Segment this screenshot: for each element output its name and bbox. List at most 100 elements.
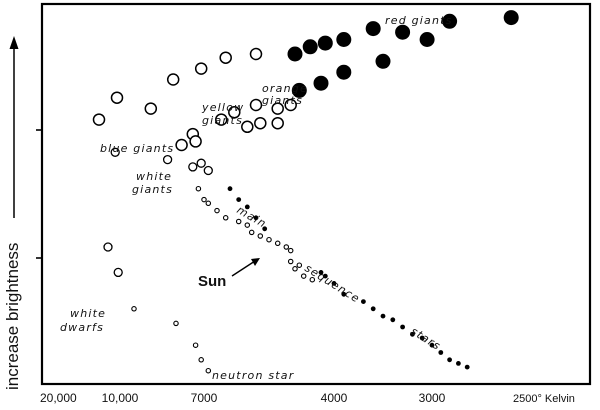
star-point bbox=[253, 215, 259, 221]
label-stars: stars bbox=[408, 325, 443, 354]
star-point bbox=[92, 113, 106, 126]
label-red-giants: red giants bbox=[385, 14, 453, 27]
star-point bbox=[203, 165, 213, 176]
star-point bbox=[262, 226, 268, 232]
star-point bbox=[257, 233, 264, 239]
label-yellow: yellow bbox=[201, 101, 244, 114]
y-axis-label: increase brightness bbox=[3, 243, 22, 390]
star-point bbox=[244, 204, 250, 210]
star-point bbox=[219, 51, 232, 64]
star-point bbox=[336, 64, 352, 80]
star-point bbox=[341, 291, 347, 297]
star-point bbox=[235, 218, 242, 225]
star-point bbox=[189, 135, 202, 148]
star-point bbox=[144, 102, 158, 115]
label-neutron-star: neutron star bbox=[212, 369, 295, 382]
star-point bbox=[166, 73, 180, 86]
x-tick-label: 10,000 bbox=[102, 391, 139, 405]
star-point bbox=[390, 317, 396, 323]
label-main: main bbox=[235, 203, 269, 230]
star-point bbox=[248, 229, 255, 236]
star-point bbox=[201, 196, 207, 203]
star-point bbox=[228, 106, 241, 119]
star-point bbox=[429, 342, 435, 348]
star-point bbox=[196, 158, 206, 168]
star-point bbox=[400, 324, 405, 330]
star-point bbox=[291, 82, 307, 98]
star-point bbox=[254, 116, 267, 130]
star-point bbox=[287, 258, 294, 265]
star-point bbox=[361, 299, 366, 304]
star-point bbox=[162, 154, 173, 165]
star-point bbox=[227, 186, 233, 192]
label-sequence: sequence bbox=[302, 262, 362, 306]
star-point bbox=[131, 306, 137, 312]
star-point bbox=[236, 197, 242, 203]
star-point bbox=[317, 35, 333, 51]
star-point bbox=[241, 120, 254, 134]
star-point bbox=[249, 47, 263, 61]
star-point bbox=[318, 270, 324, 275]
star-point bbox=[205, 367, 212, 374]
label-blue-giants: blue giants bbox=[100, 142, 174, 155]
star-point bbox=[287, 247, 294, 254]
star-point bbox=[244, 222, 251, 228]
star-point bbox=[194, 62, 208, 75]
star-point bbox=[292, 266, 298, 272]
star-point bbox=[300, 273, 307, 279]
star-point bbox=[313, 75, 329, 91]
y-axis-arrow bbox=[9, 36, 19, 218]
star-point bbox=[438, 350, 444, 355]
plot-frame bbox=[40, 2, 592, 386]
label-yellow-giants: giants bbox=[202, 114, 243, 127]
star-point bbox=[380, 313, 386, 319]
star-point bbox=[287, 46, 303, 62]
star-point bbox=[395, 24, 411, 40]
x-tick-label: 4000 bbox=[321, 391, 348, 405]
star-point bbox=[322, 273, 328, 279]
star-point bbox=[302, 39, 318, 55]
star-point bbox=[284, 98, 297, 112]
label-white: white bbox=[136, 170, 172, 183]
star-point bbox=[175, 138, 188, 152]
star-point bbox=[447, 357, 452, 363]
x-tick-label: 7000 bbox=[191, 391, 218, 405]
x-tick-label: 20,000 bbox=[40, 391, 77, 405]
star-point bbox=[283, 244, 290, 250]
data-marks bbox=[92, 10, 519, 374]
star-point bbox=[271, 102, 284, 115]
x-tick-label: 3000 bbox=[419, 391, 446, 405]
star-point bbox=[274, 240, 281, 247]
label-white-giants: giants bbox=[132, 183, 173, 196]
star-point bbox=[198, 357, 204, 363]
star-point bbox=[113, 267, 123, 278]
star-point bbox=[419, 335, 425, 341]
star-point bbox=[365, 21, 381, 37]
star-point bbox=[309, 276, 316, 283]
star-point bbox=[173, 320, 179, 327]
star-point bbox=[195, 185, 202, 192]
star-point bbox=[271, 116, 284, 130]
star-point bbox=[266, 236, 272, 243]
label-white-dwarfs-1: white bbox=[70, 307, 106, 320]
y-axis-label-text: increase brightness bbox=[3, 243, 22, 390]
star-point bbox=[456, 361, 461, 366]
label-orange: orange bbox=[262, 82, 308, 95]
label-orange-giants: giants bbox=[262, 94, 303, 107]
x-tick-label: 2500° Kelvin bbox=[513, 393, 575, 405]
star-point bbox=[214, 207, 220, 214]
star-point bbox=[205, 200, 212, 207]
star-point bbox=[336, 32, 352, 47]
label-white-dwarfs-2: dwarfs bbox=[60, 321, 104, 334]
star-point bbox=[103, 242, 113, 252]
star-point bbox=[410, 331, 415, 337]
star-point bbox=[222, 215, 229, 221]
star-point bbox=[375, 53, 391, 69]
star-point bbox=[419, 32, 435, 47]
star-point bbox=[110, 91, 124, 104]
star-point bbox=[110, 147, 120, 157]
star-point bbox=[442, 13, 458, 29]
sun-arrow bbox=[231, 258, 260, 277]
star-point bbox=[464, 364, 470, 370]
